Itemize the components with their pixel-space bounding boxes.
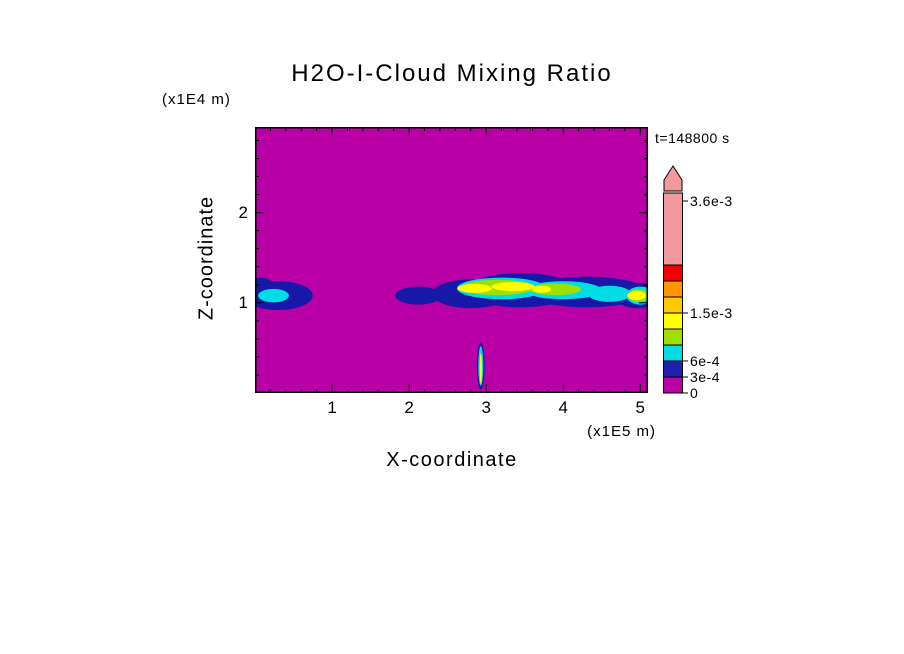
x-tick-label: 5 xyxy=(635,398,646,417)
x-axis-title: X-coordinate xyxy=(386,449,518,471)
chart-title: H2O-I-Cloud Mixing Ratio xyxy=(291,60,613,87)
cloud-contour xyxy=(457,283,492,293)
colorbar-segment xyxy=(663,192,683,266)
x-tick-label: 3 xyxy=(481,398,491,417)
y-tick-label: 2 xyxy=(238,202,248,222)
x-tick-label: 2 xyxy=(404,398,414,417)
colorbar-arrow xyxy=(663,165,683,192)
plot-frame xyxy=(255,127,648,393)
colorbar xyxy=(663,165,733,397)
heatmap-canvas xyxy=(255,127,648,393)
colorbar-segment xyxy=(663,296,683,314)
cloud-contour xyxy=(258,288,289,303)
x-axis-unit-label: (x1E5 m) xyxy=(587,423,656,440)
cloud-contour xyxy=(587,285,632,302)
cloud-contour xyxy=(479,353,482,384)
colorbar-canvas xyxy=(663,165,688,394)
y-axis-title: Z-coordinate xyxy=(195,195,218,321)
time-annotation: t=148800 s xyxy=(655,130,730,146)
y-tick-label: 1 xyxy=(238,292,248,312)
x-tick-label: 4 xyxy=(558,398,568,417)
x-tick-label: 1 xyxy=(327,398,337,417)
colorbar-segment xyxy=(663,360,683,378)
colorbar-segment xyxy=(663,376,683,394)
colorbar-segment xyxy=(663,312,683,330)
colorbar-value-label: 1.5e-3 xyxy=(690,305,733,321)
cloud-contour xyxy=(491,282,535,292)
colorbar-segment xyxy=(663,328,683,346)
colorbar-segment xyxy=(663,264,683,282)
plot-area xyxy=(255,127,648,393)
colorbar-value-label: 6e-4 xyxy=(690,353,721,369)
colorbar-value-label: 3.6e-3 xyxy=(690,193,733,209)
colorbar-value-label: 3e-4 xyxy=(690,369,721,385)
colorbar-segment xyxy=(663,280,683,298)
cloud-contour xyxy=(627,291,646,301)
cloud-contour xyxy=(532,285,551,293)
y-axis-unit-label: (x1E4 m) xyxy=(162,91,231,108)
colorbar-value-label: 0 xyxy=(690,385,699,401)
cloud-contour xyxy=(395,286,442,305)
field-background xyxy=(255,127,648,393)
colorbar-segment xyxy=(663,344,683,362)
